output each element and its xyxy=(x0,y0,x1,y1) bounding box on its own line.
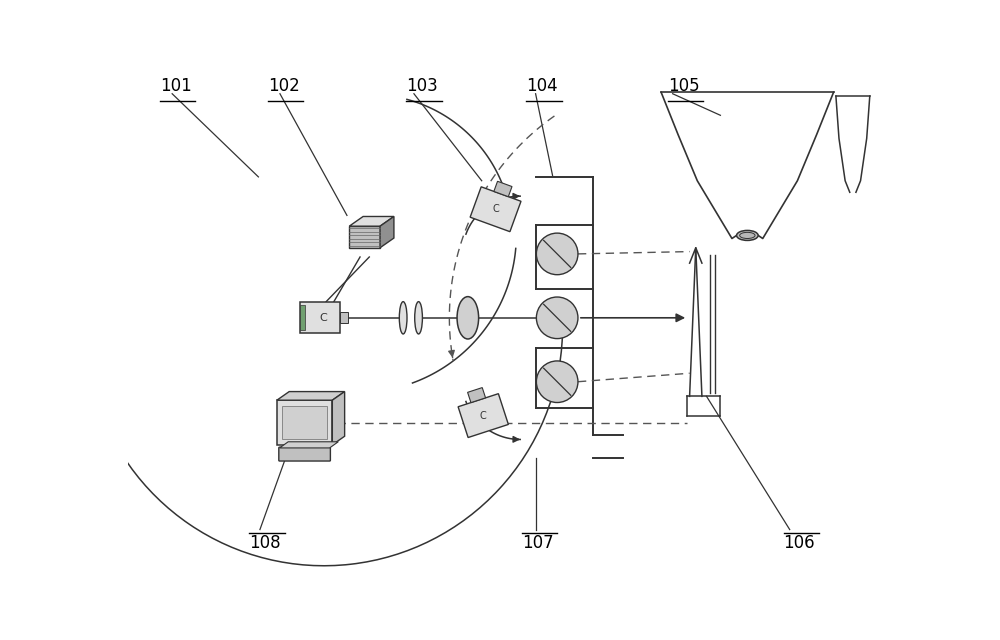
Polygon shape xyxy=(380,216,394,248)
FancyBboxPatch shape xyxy=(300,303,340,333)
FancyBboxPatch shape xyxy=(277,400,332,445)
Text: 102: 102 xyxy=(268,77,299,95)
Text: 107: 107 xyxy=(522,534,553,552)
Polygon shape xyxy=(349,216,394,226)
Text: 106: 106 xyxy=(784,534,815,552)
Ellipse shape xyxy=(399,301,407,334)
Circle shape xyxy=(536,233,578,275)
Text: 105: 105 xyxy=(668,77,700,95)
Circle shape xyxy=(536,361,578,403)
Ellipse shape xyxy=(740,232,755,239)
Text: 101: 101 xyxy=(160,77,192,95)
Text: C: C xyxy=(492,204,499,214)
FancyBboxPatch shape xyxy=(282,406,327,440)
Polygon shape xyxy=(332,392,345,445)
FancyBboxPatch shape xyxy=(340,312,348,323)
FancyBboxPatch shape xyxy=(458,394,508,438)
Text: 104: 104 xyxy=(526,77,558,95)
FancyBboxPatch shape xyxy=(468,388,486,403)
Ellipse shape xyxy=(415,301,422,334)
Polygon shape xyxy=(280,442,338,448)
FancyBboxPatch shape xyxy=(349,226,380,248)
FancyBboxPatch shape xyxy=(300,305,305,330)
Polygon shape xyxy=(277,392,345,400)
Ellipse shape xyxy=(457,296,479,339)
FancyBboxPatch shape xyxy=(494,181,512,196)
Text: 108: 108 xyxy=(249,534,281,552)
FancyBboxPatch shape xyxy=(279,447,330,461)
Text: C: C xyxy=(319,313,327,323)
FancyBboxPatch shape xyxy=(470,187,521,232)
Ellipse shape xyxy=(737,230,758,241)
Text: 103: 103 xyxy=(406,77,438,95)
Text: C: C xyxy=(480,411,487,420)
Circle shape xyxy=(536,297,578,339)
